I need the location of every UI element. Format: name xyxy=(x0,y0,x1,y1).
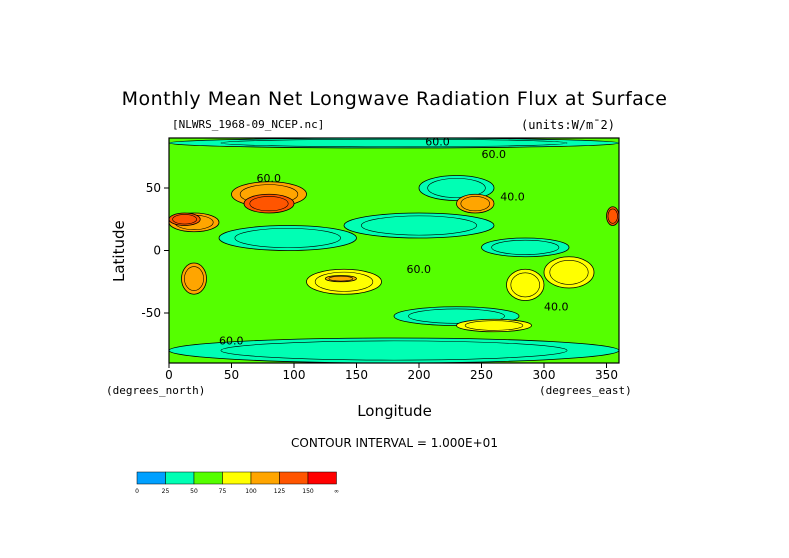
colorbar-label: 25 xyxy=(162,488,170,495)
colorbar-label: 0 xyxy=(135,488,139,495)
x-tick-label: 250 xyxy=(470,368,493,382)
contour-region xyxy=(543,256,595,289)
colorbar-label: 100 xyxy=(245,488,257,495)
colorbar-label: ∞ xyxy=(334,488,339,495)
contour-line xyxy=(549,260,589,285)
colorbar-label: 50 xyxy=(190,488,198,495)
contour-label: 60.0 xyxy=(257,172,282,185)
contour-region xyxy=(606,206,620,226)
contour-region xyxy=(456,318,532,333)
colorbar-swatch xyxy=(136,471,166,485)
contour-interval-label: CONTOUR INTERVAL = 1.000E+01 xyxy=(291,436,498,450)
x-tick-label: 300 xyxy=(533,368,556,382)
colorbar-swatch xyxy=(193,471,223,485)
colorbar-swatch xyxy=(222,471,252,485)
chart-title: Monthly Mean Net Longwave Radiation Flux… xyxy=(121,88,668,110)
x-unit-label: (degrees_east) xyxy=(539,384,632,397)
contour-line xyxy=(460,196,490,212)
contour-region xyxy=(456,193,495,214)
contour-label: 60.0 xyxy=(425,136,450,149)
contour-line xyxy=(361,215,477,236)
contour-line xyxy=(172,214,197,225)
colorbar-swatch xyxy=(165,471,195,485)
contour-region xyxy=(343,212,495,239)
mask xyxy=(619,0,789,558)
contour-region xyxy=(324,275,357,283)
x-tick-label: 100 xyxy=(283,368,306,382)
contour-region xyxy=(243,193,295,214)
contour-line xyxy=(427,178,486,198)
y-tick-label: 50 xyxy=(146,181,161,195)
x-tick-label: 150 xyxy=(345,368,368,382)
contour-line xyxy=(220,340,568,361)
colorbar-label: 125 xyxy=(274,488,286,495)
colorbar-swatch xyxy=(307,471,337,485)
contour-label: 60.0 xyxy=(219,334,244,347)
contour-region xyxy=(181,262,207,295)
contour-line xyxy=(510,272,540,298)
x-tick-label: 50 xyxy=(224,368,239,382)
contour-region xyxy=(168,212,201,226)
contour-region xyxy=(218,225,357,251)
contour-region xyxy=(168,137,620,149)
contour-region xyxy=(506,268,545,301)
x-tick-label: 200 xyxy=(408,368,431,382)
contour-line xyxy=(328,275,354,282)
units-label: (units:W/m¯2) xyxy=(521,118,615,132)
contour-label: 60.0 xyxy=(482,148,507,161)
file-name-label: [NLWRS_1968-09_NCEP.nc] xyxy=(172,118,325,131)
x-axis-label: Longitude xyxy=(357,402,432,420)
y-axis-label: Latitude xyxy=(110,220,128,282)
contour-line xyxy=(607,208,618,224)
contour-line xyxy=(234,228,341,248)
contour-label: 40.0 xyxy=(500,191,525,204)
contour-region xyxy=(481,237,570,258)
contour-label: 60.0 xyxy=(407,263,432,276)
contour-label: 40.0 xyxy=(544,301,569,314)
colorbar-swatch xyxy=(250,471,280,485)
y-tick-label: -50 xyxy=(141,306,161,320)
y-unit-label: (degrees_north) xyxy=(106,384,206,397)
contour-line xyxy=(464,320,524,331)
y-tick-label: 0 xyxy=(153,244,161,258)
colorbar-label: 75 xyxy=(219,488,227,495)
contour-line xyxy=(220,138,568,148)
x-tick-label: 350 xyxy=(595,368,618,382)
colorbar-swatch xyxy=(279,471,309,485)
contour-line xyxy=(408,308,505,324)
contour-line xyxy=(314,271,374,292)
colorbar-label: 150 xyxy=(302,488,314,495)
x-tick-label: 0 xyxy=(165,368,173,382)
contour-line xyxy=(184,266,204,291)
contour-line xyxy=(491,239,560,255)
contour-line xyxy=(249,196,289,212)
mask xyxy=(0,0,169,558)
